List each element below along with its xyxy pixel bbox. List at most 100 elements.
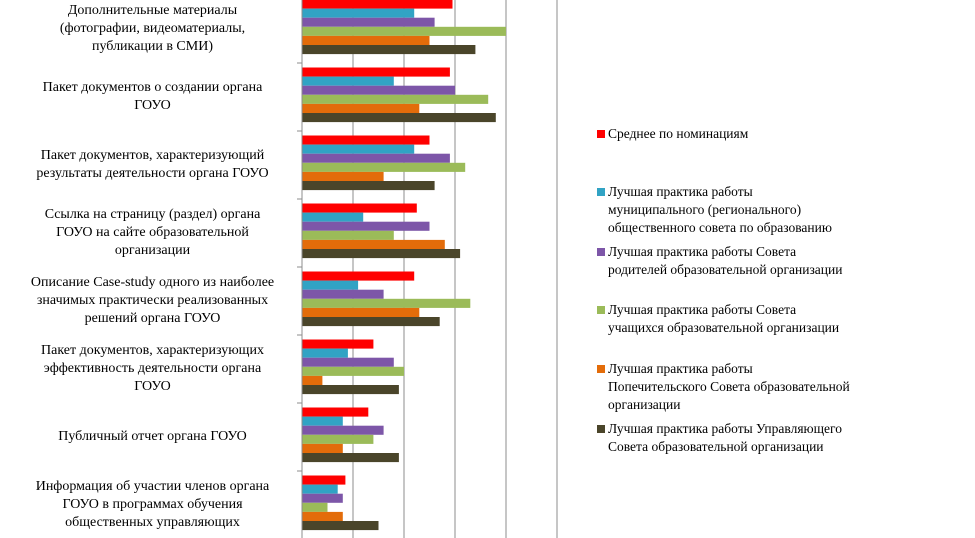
legend-swatch [597,130,605,138]
bar [302,271,415,281]
category-label: Публичный отчет органа ГОУО [10,428,295,446]
legend-label-line: Лучшая практика работы [608,361,753,376]
category-label-line: решений органа ГОУО [84,311,221,326]
category-label: Описание Case-study одного из наиболее зн… [10,274,295,328]
category-label-line: Информация об участии членов органа [35,479,270,494]
legend-swatch [597,188,605,196]
bar [302,26,506,36]
bar [302,35,430,45]
category-label: Ссылка на страницу (раздел) органа ГОУО н… [10,206,295,260]
legend-label-line: организации [608,397,681,412]
bar [302,153,450,163]
category-label: Информация об участии членов органа ГОУО … [10,478,295,532]
legend-label: Лучшая практика работы Совета учащихся об… [608,301,898,337]
bar [302,339,374,349]
bar [302,280,359,290]
category-label-line: ГОУО на сайте образовательной [56,225,249,240]
category-label-line: Дополнительные материалы [67,3,238,18]
category-label-line: значимых практически реализованных [36,293,269,308]
legend-label-line: муниципального (регионального) [608,202,802,217]
legend-label-line: родителей образовательной организации [608,262,843,277]
legend-label: Лучшая практика работы Управляющего Совет… [608,420,898,456]
bar [302,511,343,521]
bar [302,85,455,95]
category-label-line: организации [114,243,191,258]
legend-label-line: Лучшая практика работы Совета [608,302,797,317]
bar [302,181,435,191]
bar [302,443,343,453]
legend-label-line: Совета образовательной организации [608,439,824,454]
category-label-line: Ссылка на страницу (раздел) органа [44,207,261,222]
category-label-line: Публичный отчет органа ГОУО [58,429,247,444]
bar [302,162,466,172]
category-label-line: ГОУО [134,379,171,394]
bar [302,94,489,104]
legend-label: Лучшая практика работы Попечительского Со… [608,360,898,414]
bar [302,0,453,9]
category-label-line: Описание Case-study одного из наиболее [30,275,275,290]
bar [302,203,417,213]
legend-swatch [597,425,605,433]
bar [302,289,384,299]
category-label: Пакет документов о создании органа ГОУО [10,79,295,115]
bar [302,17,435,27]
category-label-line: ГОУО в программах обучения [62,497,243,512]
bar [302,45,476,55]
bar [302,307,420,317]
legend-label-line: Лучшая практика работы [608,184,753,199]
bar [302,135,430,145]
bar [302,67,450,77]
bar [302,298,471,308]
category-label-line: публикации в СМИ) [91,39,213,54]
bar [302,407,369,417]
bar [302,366,404,376]
bar [302,8,415,18]
category-label-line: Пакет документов о создании органа [42,80,263,95]
bar [302,425,384,435]
bar [302,475,346,485]
legend-swatch [597,365,605,373]
legend-label-line: Лучшая практика работы Совета [608,244,797,259]
legend-label: Среднее по номинациям [608,125,898,143]
bar [302,348,348,358]
bar [302,453,399,463]
bar [302,249,461,259]
bar [302,221,430,231]
bar [302,171,384,181]
bar [302,76,394,86]
bar [302,521,379,531]
bar [302,385,399,395]
category-label-line: Пакет документов, характеризующих [41,343,264,358]
bar [302,416,343,426]
category-label: Пакет документов, характеризующих эффекти… [10,342,295,396]
bar [302,230,394,240]
legend-label: Лучшая практика работы муниципального (ре… [608,183,898,237]
legend-label: Лучшая практика работы Совета родителей о… [608,243,898,279]
bar [302,502,328,512]
bar [302,113,496,123]
bar [302,493,343,503]
bar [302,317,440,327]
bar [302,144,415,154]
category-label-line: (фотографии, видеоматериалы, [59,21,246,36]
category-label-line: эффективность деятельности органа [43,361,262,376]
category-label-line: общественных управляющих [65,515,240,530]
bar [302,375,323,385]
legend-label-line: Лучшая практика работы Управляющего [608,421,842,436]
category-label-line: Пакет документов, характеризующий [40,148,265,163]
bar [302,103,420,113]
bar [302,484,338,494]
bar [302,212,364,222]
bar [302,357,394,367]
category-label-line: результаты деятельности органа ГОУО [36,166,269,181]
legend-label-line: общественного совета по образованию [608,220,832,235]
category-label: Дополнительные материалы (фотографии, вид… [10,2,295,56]
category-label: Пакет документов, характеризующий результ… [10,147,295,183]
legend-label-line: Попечительского Совета образовательной [608,379,850,394]
legend-swatch [597,306,605,314]
category-label-line: ГОУО [134,98,171,113]
legend-label-line: Среднее по номинациям [608,126,749,141]
legend-swatch [597,248,605,256]
